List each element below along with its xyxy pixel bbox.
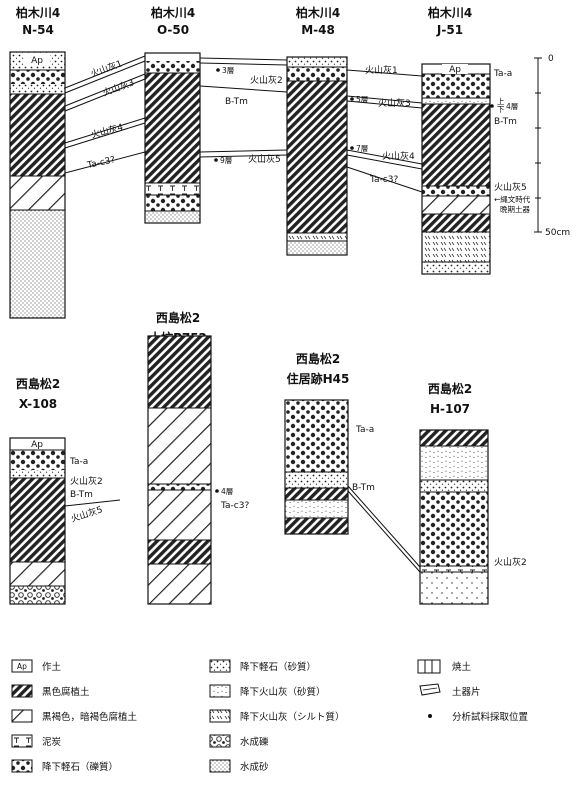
legend-label-brown: 黒褐色，暗褐色腐植土 (42, 711, 138, 723)
label-tac3-m48: Ta-c3? (369, 175, 398, 185)
legend-label-burnt: 焼土 (452, 661, 472, 673)
site-title-o50-name: 柏木川4 (151, 5, 195, 20)
legend-swatch-brown (11, 709, 33, 723)
label-layer4-p752: 4層 (221, 487, 233, 496)
site-titles-top: 柏木川4 N-54 柏木川4 O-50 柏木川4 M-48 柏木川4 J-51 (16, 5, 472, 37)
label-kazanbai2-h107: 火山灰2 (494, 556, 527, 568)
legend-label-pottery: 土器片 (452, 686, 481, 698)
sample-dot-j51-4 (490, 104, 494, 108)
label-taa-h45: Ta-a (355, 425, 374, 435)
site-title-j51-name: 柏木川4 (428, 5, 472, 20)
legend-swatch-ap (11, 659, 33, 673)
correlation-lines-top (64, 55, 423, 193)
legend-label-pumice-sand: 降下軽石（砂質） (240, 661, 316, 673)
site-title-h107-code: H-107 (430, 402, 470, 416)
legend-swatch-water-gravel (209, 734, 231, 748)
column-n54: Ap (9, 51, 66, 319)
sample-dot-p752-4 (215, 489, 219, 493)
site-title-h45-name: 西島松2 (296, 351, 340, 366)
column-m48 (286, 56, 348, 256)
legend-swatch-ash-silt (209, 709, 231, 723)
site-title-m48-code: M-48 (301, 23, 335, 37)
label-layer4-j51: 4層 (506, 102, 518, 111)
legend-label-ap: 作土 (42, 661, 62, 673)
label-layer9-o50: 9層 (220, 156, 232, 165)
scale-top-label: 0 (548, 54, 554, 64)
sample-dot-icon (428, 714, 432, 718)
legend-swatch-water-sand (209, 759, 231, 773)
column-o50 (144, 52, 201, 224)
label-upper-j51: 上 (497, 97, 505, 106)
site-title-m48-name: 柏木川4 (296, 5, 340, 20)
sample-dot-m48-7 (350, 146, 354, 150)
label-layer7-m48: 7層 (356, 144, 368, 153)
legend-swatch-peat (11, 734, 33, 748)
legend-swatch-pumice-gravel (11, 759, 33, 773)
label-layer5-m48: 5層 (356, 95, 368, 104)
sample-dot-o50-3 (216, 68, 220, 72)
label-jomon-a: ←縄文時代 (494, 194, 531, 204)
site-title-p752-name: 西島松2 (156, 310, 200, 325)
legend-label-water-gravel: 水成礫 (240, 736, 269, 748)
label-taa-j51: Ta-a (493, 69, 512, 79)
sample-dot-o50-9 (214, 158, 218, 162)
site-title-h45-code: 住居跡H45 (287, 371, 350, 386)
depth-scale: 0 50cm (534, 54, 570, 238)
label-kazanbai5-o50: 火山灰5 (248, 153, 281, 165)
site-title-o50-code: O-50 (157, 23, 189, 37)
ap-label-n54: Ap (31, 56, 43, 66)
ap-label-x108: Ap (31, 440, 43, 450)
label-layer3-o50: 3層 (222, 66, 234, 75)
legend-label-ash-silt: 降下火山灰（シルト質） (240, 711, 345, 723)
site-title-n54-name: 柏木川4 (16, 5, 60, 20)
column-x108: Ap Ta-a 火山灰2 B-Tm 火山灰5 (9, 437, 121, 605)
label-kazanbai1-m48: 火山灰1 (365, 64, 398, 76)
legend-label-pumice-gravel: 降下軽石（礫質） (42, 761, 118, 773)
legend-swatch-ash-sand (209, 684, 231, 698)
legend-swatch-pumice-sand (209, 659, 231, 673)
legend-ap-icon: Ap (17, 662, 27, 671)
label-btm-x108: B-Tm (70, 490, 93, 500)
legend-label-peat: 泥炭 (42, 736, 62, 748)
scale-bottom-label: 50cm (545, 228, 570, 238)
label-tac3-n54: Ta-c3? (86, 155, 117, 171)
label-kazanbai2-x108: 火山灰2 (70, 475, 103, 487)
label-kazanbai4-n54: 火山灰4 (90, 121, 125, 141)
column-h107: 火山灰2 (419, 429, 527, 605)
site-title-x108-code: X-108 (19, 397, 57, 411)
pottery-icon (419, 683, 441, 696)
site-title-h107-name: 西島松2 (428, 381, 472, 396)
legend-swatch-black (11, 684, 33, 698)
label-kazanbai3-m48: 火山灰3 (378, 97, 411, 109)
label-taa-x108: Ta-a (69, 457, 88, 467)
label-btm-o50: B-Tm (225, 97, 248, 107)
legend: Ap 作土 黒色腐植土 黒褐色，暗褐色腐植土 泥炭 降下軽石（礫質） 降下軽石（… (11, 659, 528, 773)
label-btm-h45: B-Tm (352, 483, 375, 493)
label-kazanbai2-o50: 火山灰2 (250, 74, 283, 86)
column-h45: Ta-a B-Tm (284, 399, 421, 573)
label-kazanbai5-x108: 火山灰5 (69, 503, 104, 525)
site-title-x108-name: 西島松2 (16, 376, 60, 391)
ap-label-j51: Ap (449, 65, 461, 75)
legend-label-water-sand: 水成砂 (240, 761, 269, 773)
label-tac3-p752: Ta-c3? (220, 501, 249, 511)
label-jomon-b: 晩期土器 (500, 204, 530, 214)
sample-dot-m48-5 (350, 97, 354, 101)
legend-swatch-burnt (417, 659, 441, 674)
legend-label-ash-sand: 降下火山灰（砂質） (240, 686, 326, 698)
site-titles-bottom: 西島松2 X-108 西島松2 土坑P752 西島松2 住居跡H45 西島松2 … (16, 310, 472, 416)
label-kazanbai5-j51: 火山灰5 (494, 181, 527, 193)
column-p752: 4層 Ta-c3? (147, 335, 249, 605)
label-kazanbai4-m48: 火山灰4 (382, 150, 415, 162)
column-j51: Ap (421, 63, 491, 275)
label-kazanbai3-n54: 火山灰3 (101, 76, 136, 98)
label-btm-j51: B-Tm (494, 117, 517, 127)
site-title-n54-code: N-54 (22, 23, 54, 37)
legend-label-black: 黒色腐植土 (42, 686, 90, 698)
site-title-j51-code: J-51 (436, 23, 463, 37)
legend-label-sample: 分析試料採取位置 (452, 711, 528, 723)
label-lower-j51: 下 (497, 105, 505, 114)
